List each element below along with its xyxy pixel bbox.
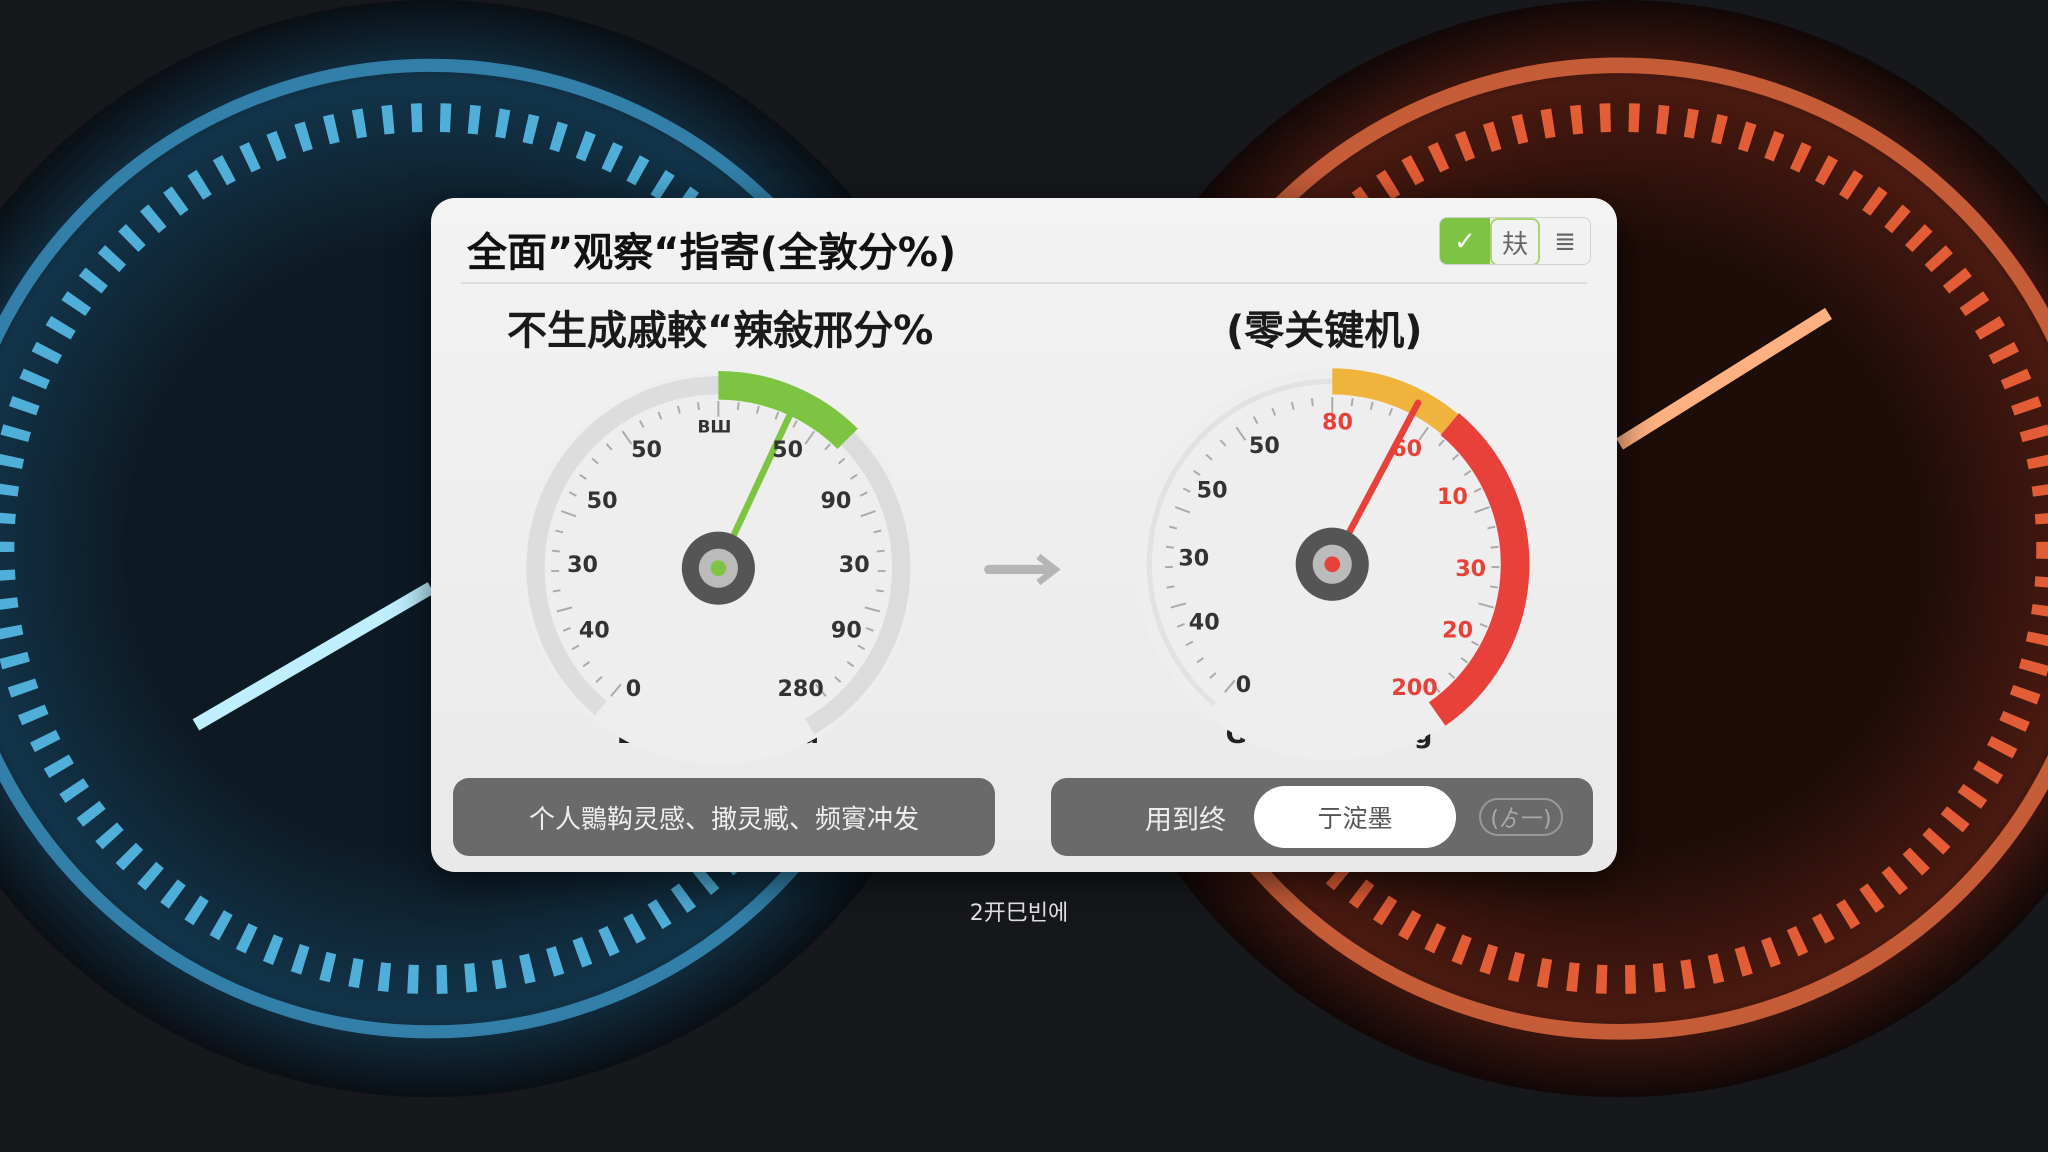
divider: [461, 282, 1587, 284]
right-subtitle: (零关键机): [1226, 308, 1423, 354]
blue-needle: [192, 582, 435, 731]
toolbar: ✓ 㚘 ≣: [1439, 217, 1591, 265]
toggle-button[interactable]: (ゟ一): [1479, 798, 1563, 836]
character-icon[interactable]: 㚘: [1490, 218, 1540, 264]
right-gauge-label: Gersgpeerileg: [1225, 720, 1433, 750]
right-action-label: 用到终: [1145, 804, 1226, 836]
pill-button[interactable]: 亍淀墨: [1254, 786, 1456, 848]
menu-icon[interactable]: ≣: [1540, 218, 1590, 264]
dialog-title: 全面”观察“指寄(全敦分%): [467, 230, 957, 276]
right-action-bar: 用到终 亍淀墨 (ゟ一): [1051, 778, 1593, 856]
check-icon[interactable]: ✓: [1440, 218, 1490, 264]
left-subtitle: 不生成戚較“辣敍邢分%: [507, 308, 934, 354]
red-needle: [1616, 307, 1833, 450]
left-gauge-label: Eahurgterund: [616, 720, 820, 750]
caption: 2开巳빈에: [969, 901, 1069, 926]
dialog-panel: 全面”观察“指寄(全敦分%) ✓ 㚘 ≣ 不生成戚較“辣敍邢分% (零关键机) …: [431, 198, 1617, 872]
left-action-label: 个人䴉䩓灵感、撖灵臧、频賨冲发: [528, 804, 919, 835]
left-action-button[interactable]: 个人䴉䩓灵感、撖灵臧、频賨冲发: [453, 778, 995, 856]
